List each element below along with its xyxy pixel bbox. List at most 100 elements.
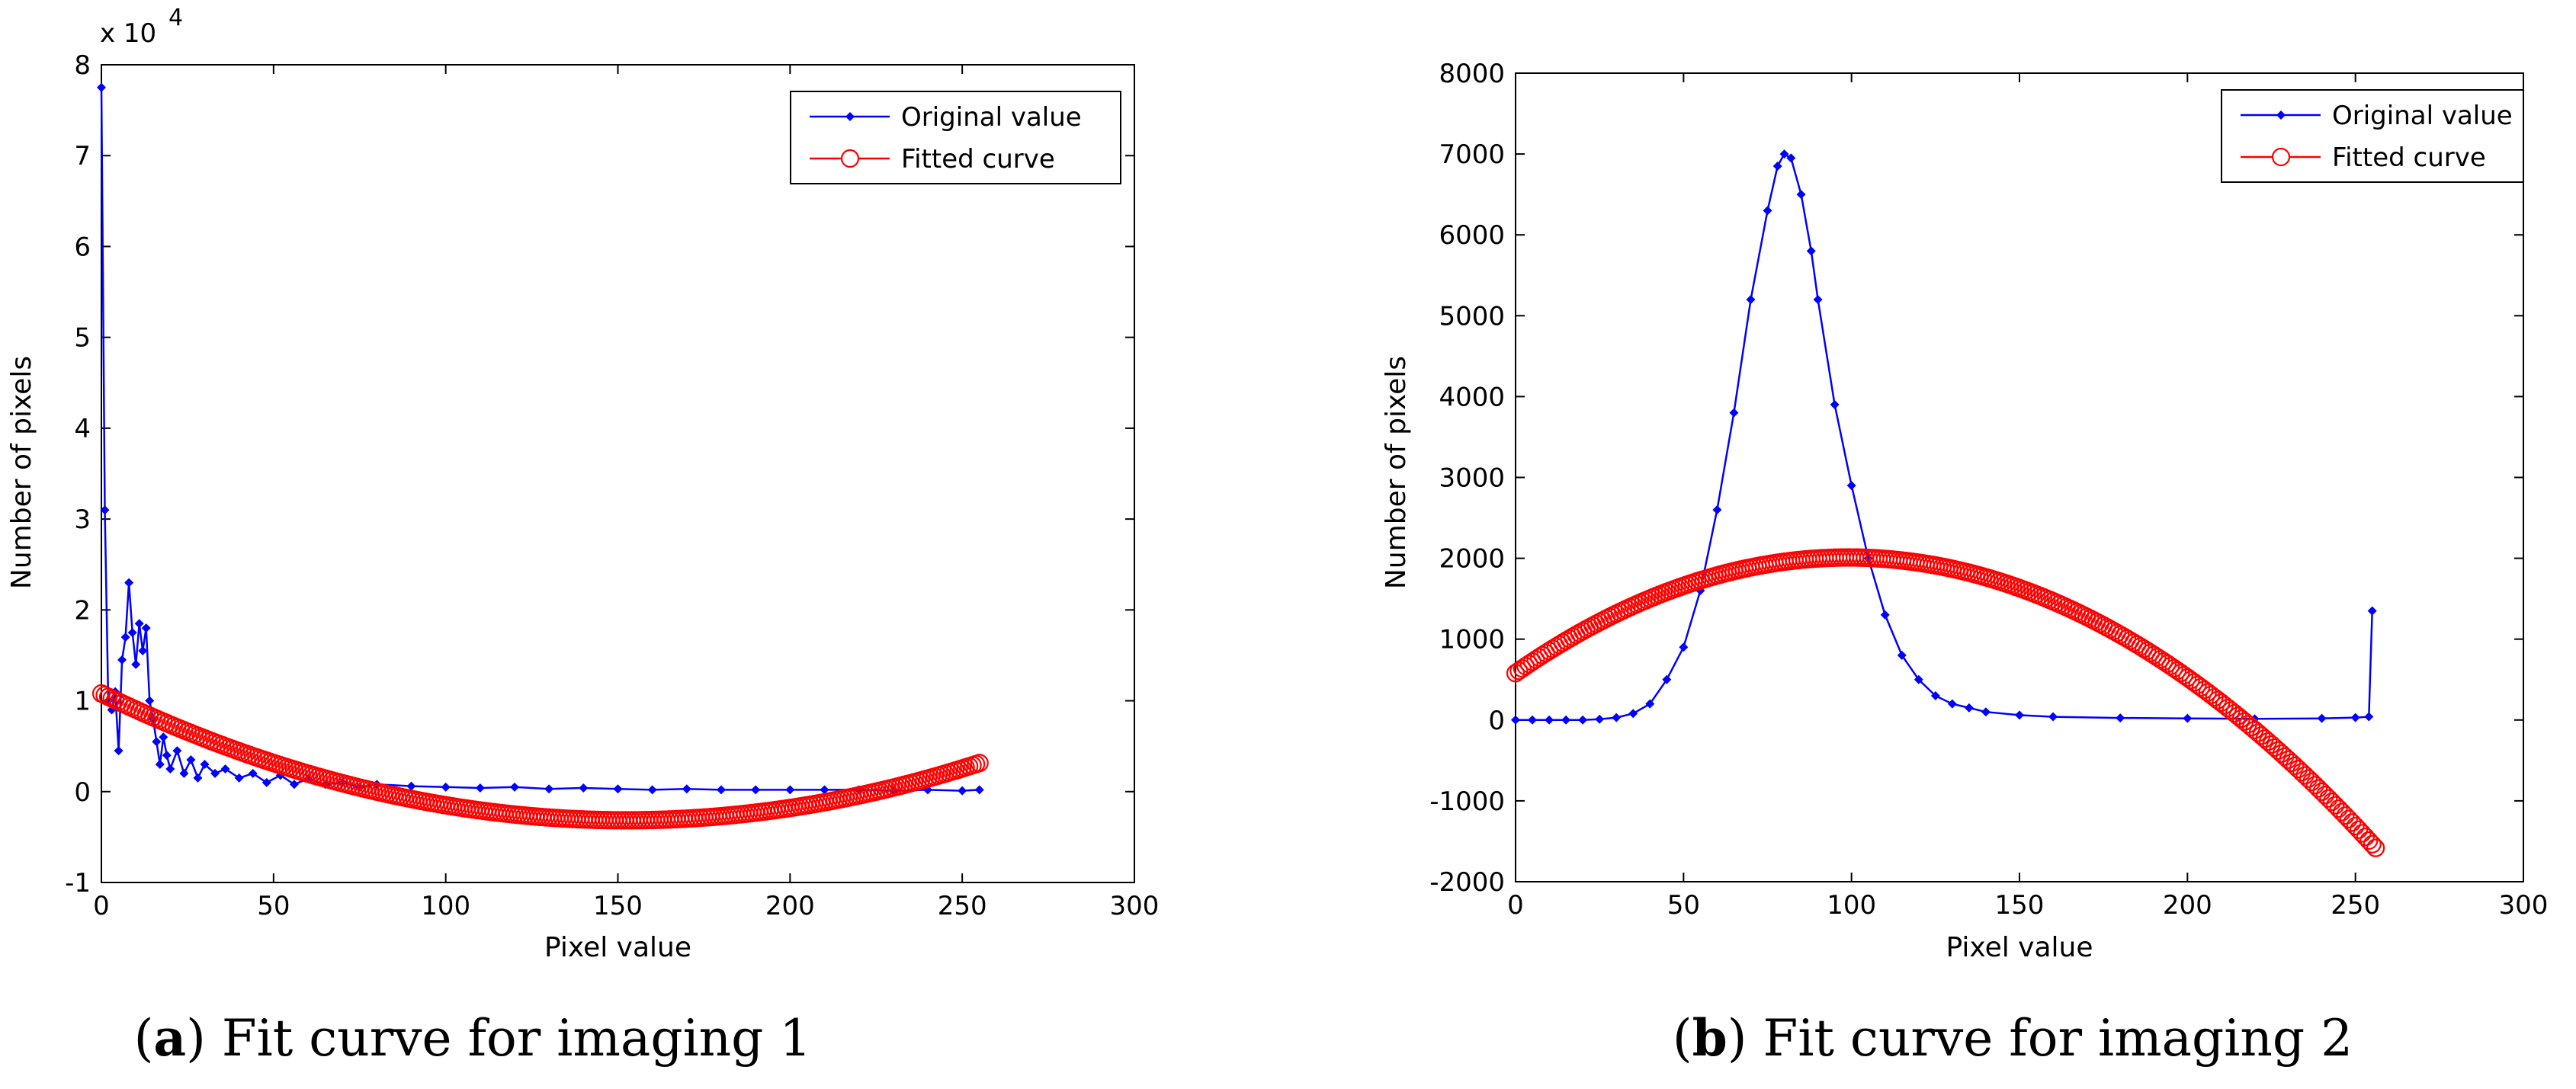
y-tick-label: 3 [74,504,91,535]
series-original-point [2350,713,2360,722]
figure-caption: (b) Fit curve for imaging 2 [1673,1008,2353,1068]
series-original-point [134,619,144,629]
series-original-point [179,768,189,778]
series-original-point [1662,674,1672,684]
legend-original-marker [2276,111,2286,120]
series-original-point [117,655,127,665]
series-fitted-point [2356,828,2375,847]
series-original-point [220,764,230,774]
y-axis-label: Number of pixels [1381,356,1412,589]
x-tick-label: 250 [938,891,987,921]
y-tick-label: 7 [74,141,91,171]
series-fitted-point [2332,802,2352,822]
series-original-point [406,781,416,791]
series-fitted-point [2279,750,2298,769]
series-original-point [510,782,519,792]
series-original-point [974,785,984,795]
series-original-point [1561,715,1571,725]
series-fitted-point [2339,809,2358,828]
series-original-line [1516,152,2373,722]
series-original-point [958,786,967,796]
series-original-point [1930,690,1940,700]
y-tick-label: 0 [74,777,91,808]
series-original-point [193,773,203,783]
series-original-point [159,732,168,742]
series-original-point [1746,295,1756,305]
series-original-point [1511,715,1520,725]
series-original-point [234,773,244,783]
y-tick-label: 5000 [1439,301,1505,332]
series-fitted-point [2336,806,2355,825]
series-original-point [475,783,485,793]
series-fitted-point [970,754,989,773]
series-fitted-point [2353,824,2372,843]
legend-fitted-label: Fitted curve [901,144,1055,175]
series-fitted-point [2315,786,2335,805]
legend-box [2221,89,2524,183]
x-tick-label: 200 [765,891,815,921]
series-fitted-point [2366,838,2385,857]
series-original-point [138,645,148,655]
series-original-point [261,777,271,787]
y-tick-label: 8000 [1439,59,1505,89]
series-fitted-point [2343,813,2362,832]
series-fitted-point [2299,769,2318,788]
series-original-point [2116,713,2125,723]
y-tick-label: 6000 [1439,220,1505,251]
x-tick-label: 300 [1110,891,1160,921]
series-original-point [2317,713,2327,723]
y-tick-label: 4 [74,414,91,444]
series-original-point [682,784,691,794]
series-fitted-point [2309,779,2328,798]
plot-series [1506,149,2385,857]
series-original-point [1947,699,1957,709]
series-fitted-point [2329,799,2348,818]
series-original-point [210,768,220,778]
legend-original-label: Original value [2332,101,2513,131]
series-fitted-point [2363,834,2382,854]
series-original-point [820,785,829,795]
series-original-line [100,87,980,792]
series-original-point [2364,712,2374,722]
series-original-point [248,768,258,778]
series-original-point [127,628,137,638]
series-fitted-point [2286,756,2305,776]
x-tick-label: 300 [2499,890,2549,921]
series-original-point [579,783,589,793]
series-original-point [717,785,726,795]
series-original-point [1796,190,1806,200]
series-fitted-point [2289,760,2308,779]
series-original-point [441,782,451,792]
y-tick-label: 4000 [1439,382,1505,412]
series-fitted-point [2359,831,2379,850]
series-original-point [1578,715,1588,725]
series-original-point [1806,246,1816,256]
series-original-point [131,659,141,669]
series-original-point [1772,162,1782,171]
series-original-point [155,760,165,770]
series-fitted-point [2276,747,2295,766]
series-original-point [2183,713,2193,723]
series-fitted-point [2269,741,2288,760]
series-fitted-point [2265,738,2285,757]
y-tick-label: 5 [74,323,91,354]
y-tick-label: 2 [74,595,91,626]
y-exponent-label: 4 [168,5,183,31]
series-original-point [120,633,130,642]
x-tick-label: 150 [1995,890,2045,921]
y-tick-label: -1 [65,868,91,898]
series-original-point [1612,713,1622,722]
series-original-point [1846,481,1856,491]
x-tick-label: 50 [257,891,290,921]
series-original-point [100,505,110,515]
y-axis-label: Number of pixels [6,356,37,589]
series-original-point [1712,504,1722,514]
legend-fitted-marker [2271,147,2291,167]
series-original-point [751,785,761,795]
series-original-point [200,760,210,770]
series-original-point [165,764,175,774]
legend-original-label: Original value [901,102,1082,133]
series-original-point [647,785,657,795]
